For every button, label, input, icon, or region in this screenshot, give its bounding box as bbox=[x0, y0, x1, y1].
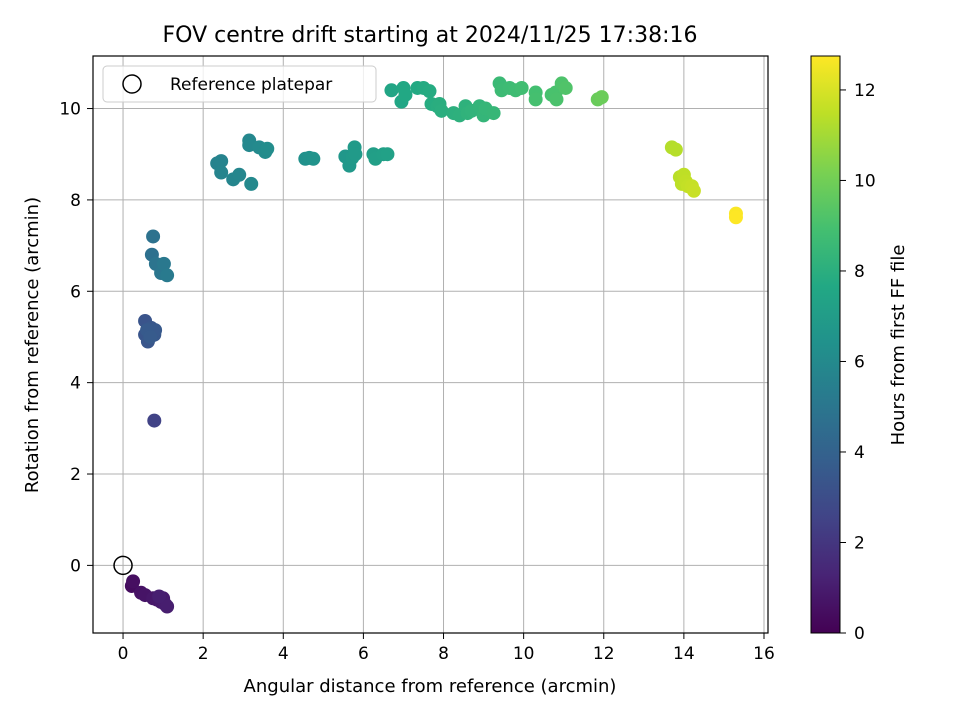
x-tick-label: 12 bbox=[593, 644, 615, 664]
data-point bbox=[594, 90, 609, 105]
x-tick-label: 2 bbox=[198, 644, 209, 664]
chart-title: FOV centre drift starting at 2024/11/25 … bbox=[163, 23, 698, 48]
x-tick-label: 8 bbox=[438, 644, 449, 664]
data-point bbox=[486, 106, 501, 121]
data-point bbox=[147, 413, 162, 428]
data-point bbox=[146, 229, 161, 244]
x-tick-label: 6 bbox=[358, 644, 369, 664]
y-tick-label: 6 bbox=[70, 282, 81, 302]
x-axis-ticks: 0 2 4 6 8 10 12 14 16 bbox=[118, 633, 775, 664]
data-point bbox=[348, 147, 363, 162]
legend-label: Reference platepar bbox=[170, 75, 332, 95]
legend-box bbox=[102, 65, 377, 103]
legend-marker bbox=[122, 74, 142, 94]
x-tick-label: 4 bbox=[278, 644, 289, 664]
x-tick-label: 0 bbox=[118, 644, 129, 664]
colorbar-tick-label: 0 bbox=[854, 624, 865, 644]
data-point bbox=[232, 167, 247, 182]
reference-platepar-marker bbox=[113, 555, 133, 576]
data-points bbox=[124, 76, 743, 614]
legend: Reference platepar bbox=[102, 65, 377, 103]
y-tick-label: 0 bbox=[70, 556, 81, 576]
plot-frame bbox=[92, 55, 769, 634]
data-point bbox=[160, 268, 175, 283]
data-point bbox=[160, 599, 175, 614]
data-point bbox=[549, 92, 564, 107]
data-point bbox=[152, 589, 167, 604]
data-point bbox=[558, 80, 573, 95]
grid-lines bbox=[93, 56, 768, 633]
data-point bbox=[306, 151, 321, 166]
x-axis-label: Angular distance from reference (arcmin) bbox=[244, 676, 617, 697]
colorbar-tick-label: 2 bbox=[854, 533, 865, 553]
colorbar-label: Hours from first FF file bbox=[888, 245, 909, 446]
data-point bbox=[384, 83, 399, 98]
data-point bbox=[244, 176, 259, 191]
data-point bbox=[214, 165, 229, 180]
colorbar-tick-label: 8 bbox=[854, 262, 865, 282]
data-point bbox=[380, 147, 395, 162]
data-point bbox=[728, 210, 743, 225]
colorbar-tick-label: 4 bbox=[854, 443, 865, 463]
y-axis-label: Rotation from reference (arcmin) bbox=[22, 197, 43, 493]
colorbar-tick-label: 6 bbox=[854, 352, 865, 372]
data-point bbox=[422, 84, 437, 99]
data-point bbox=[434, 103, 449, 118]
y-tick-label: 4 bbox=[70, 374, 81, 394]
x-tick-label: 14 bbox=[673, 644, 695, 664]
data-point bbox=[398, 87, 413, 102]
data-point bbox=[668, 142, 683, 157]
data-point bbox=[214, 154, 229, 169]
data-point bbox=[156, 256, 171, 271]
data-point bbox=[126, 574, 141, 589]
y-tick-label: 8 bbox=[70, 191, 81, 211]
data-point bbox=[514, 80, 529, 95]
y-tick-label: 2 bbox=[70, 465, 81, 485]
y-tick-label: 10 bbox=[59, 100, 81, 120]
colorbar: 0 2 4 6 8 10 12 Hours from first FF file bbox=[810, 55, 909, 644]
colorbar-tick-label: 10 bbox=[854, 171, 876, 191]
y-axis-ticks: 0 2 4 6 8 10 bbox=[59, 100, 93, 576]
x-tick-label: 10 bbox=[513, 644, 535, 664]
data-point bbox=[143, 329, 158, 344]
colorbar-ticks: 0 2 4 6 8 10 12 bbox=[840, 81, 876, 644]
data-point bbox=[528, 92, 543, 107]
colorbar-gradient bbox=[810, 55, 841, 634]
data-point bbox=[686, 183, 701, 198]
x-tick-label: 16 bbox=[753, 644, 775, 664]
colorbar-tick-label: 12 bbox=[854, 81, 876, 101]
data-point bbox=[260, 141, 275, 156]
